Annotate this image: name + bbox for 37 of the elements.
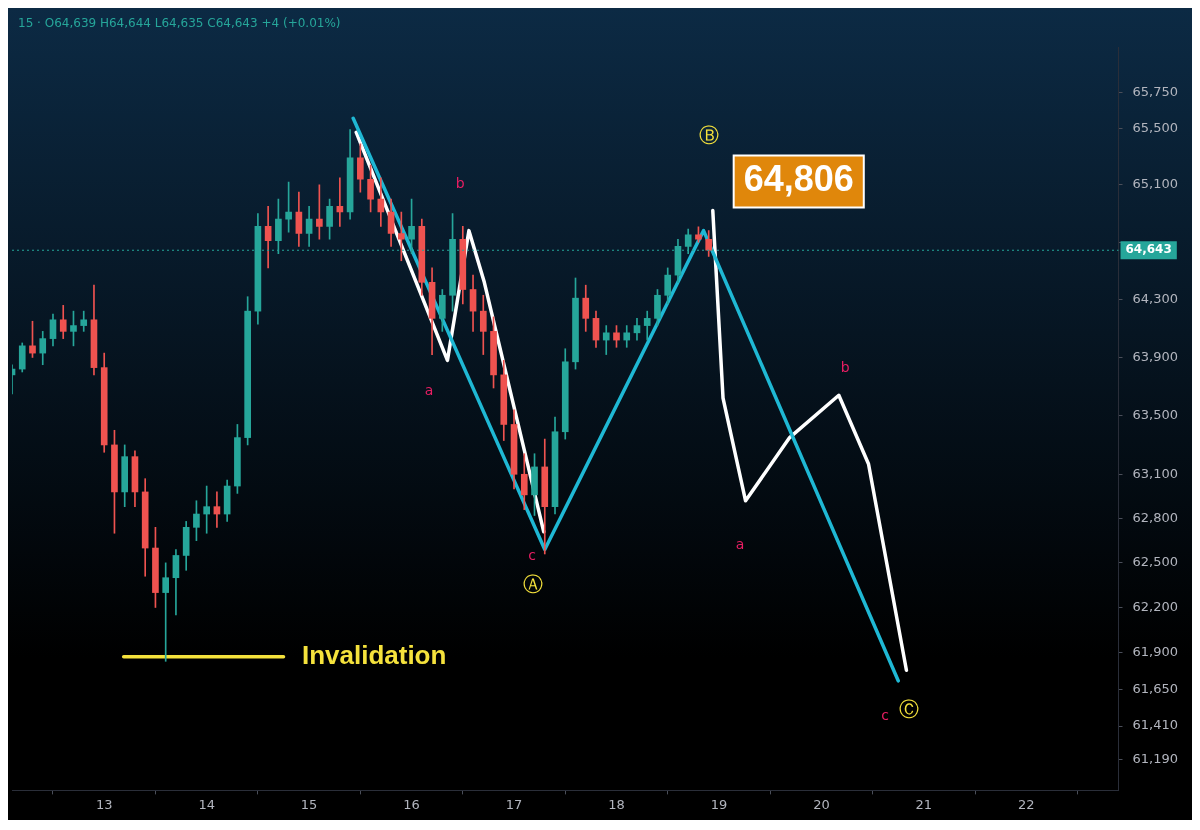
annotation: b (455, 175, 465, 192)
y-tick-label: 61,410 (1132, 717, 1179, 733)
y-tick-label: 65,750 (1132, 84, 1179, 100)
x-tick-label: 15 (300, 796, 318, 812)
y-tick-label: 65,500 (1132, 119, 1179, 135)
annotation: Ⓐ (523, 572, 544, 597)
y-tick-label: 61,190 (1132, 750, 1179, 766)
x-tick-label: 14 (198, 796, 215, 812)
annotation: Ⓒ (899, 697, 920, 722)
y-tick-label: 61,900 (1132, 643, 1179, 659)
annotation: a (735, 535, 745, 552)
annotation: b (840, 359, 850, 376)
x-tick-label: 22 (1018, 796, 1035, 812)
ref-line-label: 64,643 (1125, 242, 1172, 257)
y-tick-label: 63,100 (1132, 465, 1179, 481)
y-tick-label: 63,900 (1132, 348, 1179, 364)
x-tick-label: 21 (915, 796, 933, 812)
annotation: c (881, 706, 889, 723)
y-tick-label: 61,650 (1132, 681, 1179, 697)
y-tick-label: 65,100 (1132, 176, 1179, 192)
x-tick-label: 20 (813, 796, 830, 812)
x-tick-label: 17 (505, 796, 523, 812)
annotation: 64,806 (743, 158, 854, 200)
annotation: a (424, 381, 434, 398)
y-tick-label: 62,200 (1132, 598, 1179, 614)
annotation: Ⓑ (699, 123, 720, 148)
x-tick-label: 18 (608, 796, 625, 812)
y-tick-label: 62,800 (1132, 509, 1179, 525)
y-tick-label: 62,500 (1132, 554, 1179, 570)
annotation: c (528, 547, 536, 564)
chart-subtitle: 15 · O64,639 H64,644 L64,635 C64,643 +4 (+0.01%) (17, 15, 342, 30)
y-tick-label: 63,500 (1132, 407, 1179, 423)
x-tick-label: 16 (403, 796, 420, 812)
x-tick-label: 13 (95, 796, 113, 812)
x-tick-label: 19 (710, 796, 728, 812)
annotation: Invalidation (301, 639, 447, 670)
y-tick-label: 64,300 (1132, 290, 1179, 306)
